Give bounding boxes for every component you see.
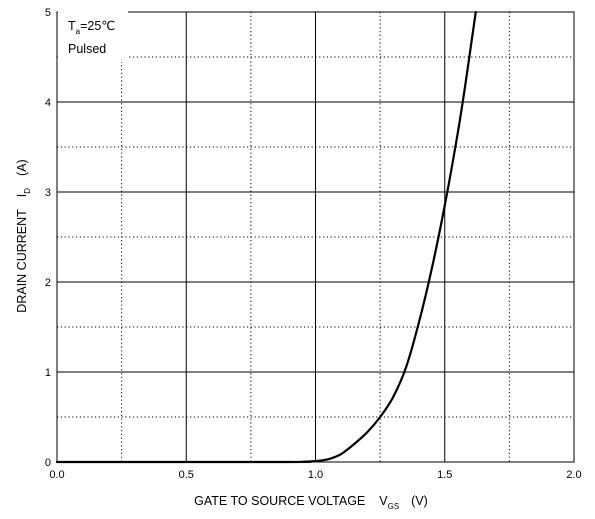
x-tick-label: 2.0 <box>566 469 581 481</box>
y-tick-label: 3 <box>45 187 51 199</box>
temperature-annotation: Ta=25℃ <box>68 19 115 36</box>
x-tick-label: 0.0 <box>49 469 64 481</box>
x-tick-label: 1.5 <box>437 469 452 481</box>
drain-current-curve <box>55 10 477 464</box>
x-axis-label: GATE TO SOURCE VOLTAGE VGS (V) <box>194 494 428 511</box>
x-tick-label: 1.0 <box>308 469 323 481</box>
y-tick-label: 4 <box>45 97 51 109</box>
annotation-background <box>58 10 128 62</box>
tick-labels: 0.0 0.5 1.0 1.5 2.0 0 1 2 3 4 5 <box>45 7 582 481</box>
y-tick-label: 0 <box>45 457 51 469</box>
y-tick-label: 5 <box>45 7 51 19</box>
y-tick-label: 2 <box>45 277 51 289</box>
mode-annotation: Pulsed <box>68 42 106 56</box>
y-tick-label: 1 <box>45 367 51 379</box>
major-grid <box>56 11 575 463</box>
x-tick-label: 0.5 <box>179 469 194 481</box>
y-axis-label: DRAIN CURRENTID(A) <box>15 159 32 312</box>
